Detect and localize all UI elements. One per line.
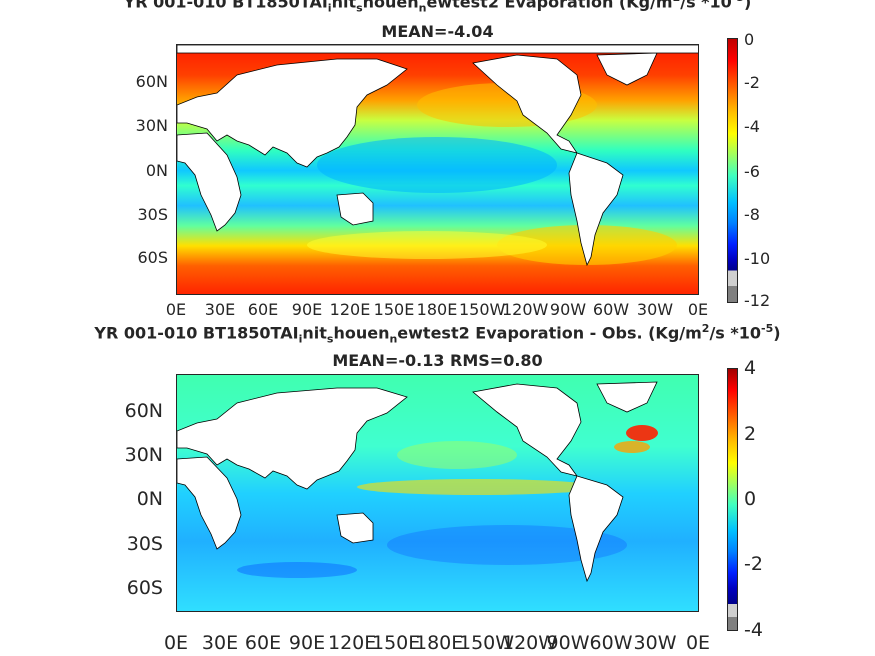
lat-label-30s: 30S (126, 533, 163, 555)
lat-label-60s: 60S (126, 577, 163, 599)
panel-stats: MEAN=-0.13 RMS=0.80 (332, 351, 543, 370)
lon-label: 90W (549, 300, 587, 319)
colorbar-tick-label: -2 (744, 73, 760, 92)
lon-label: 60E (244, 632, 282, 654)
lon-label: 30W (636, 300, 674, 319)
colorbar-tick-label: 0 (744, 488, 757, 510)
evaporation-bias-map (176, 374, 699, 612)
lat-label-30n: 30N (124, 444, 163, 466)
lon-label: 90E (288, 632, 326, 654)
lon-label: 120E (329, 300, 371, 319)
lon-label: 120W (502, 632, 558, 654)
colorbar-tick-label: 2 (744, 423, 757, 445)
land-masses (177, 381, 658, 583)
lon-label: 60W (592, 300, 630, 319)
lat-label-0n: 0N (145, 161, 168, 180)
land-masses (177, 45, 698, 267)
lon-label: 30E (204, 300, 236, 319)
colorbar-tick-label: -6 (744, 162, 760, 181)
lon-label: 0E (687, 300, 709, 319)
colorbar-tick-label: -4 (744, 619, 763, 641)
lat-label-60n: 60N (124, 400, 163, 422)
lat-label-60s: 60S (137, 248, 168, 267)
lon-label: 90E (291, 300, 323, 319)
map-field (177, 375, 698, 611)
colorbar (727, 38, 738, 303)
map-field (177, 45, 698, 294)
lon-label: 180E (415, 632, 464, 654)
lon-label: 30E (201, 632, 239, 654)
lon-label: 180E (416, 300, 458, 319)
lon-label: 60W (589, 632, 633, 654)
colorbar-tick-label: 4 (744, 357, 757, 379)
colorbar (727, 368, 738, 631)
lon-label: 60E (247, 300, 279, 319)
evaporation-map (176, 44, 699, 295)
colorbar-tick-label: -8 (744, 205, 760, 224)
lat-label-0n: 0N (136, 488, 163, 510)
lon-label: 90W (546, 632, 590, 654)
colorbar-tick-label: -10 (744, 249, 771, 268)
lat-label-30s: 30S (137, 205, 168, 224)
lon-label: 120W (502, 300, 549, 319)
lon-label: 0E (165, 300, 187, 319)
lon-label: 30W (633, 632, 677, 654)
panel-stats: MEAN=-4.04 (381, 22, 494, 41)
colorbar-tick-label: 0 (744, 30, 755, 49)
lon-label: 150W (459, 300, 506, 319)
colorbar-tick-label: -4 (744, 117, 760, 136)
colorbar-tick-label: -2 (744, 553, 763, 575)
lon-label: 0E (163, 632, 189, 654)
lon-label: 150W (459, 632, 515, 654)
lon-label: 120E (328, 632, 377, 654)
lat-label-30n: 30N (135, 116, 168, 135)
panel-title: YR 001-010 BT1850TAIinitshouennewtest2 E… (94, 322, 781, 346)
lon-label: 150E (373, 300, 415, 319)
lat-label-60n: 60N (135, 72, 168, 91)
panel-title: YR 001-010 BT1850TAIinitshouennewtest2 E… (123, 0, 752, 15)
lon-label: 150E (372, 632, 421, 654)
colorbar-tick-label: -12 (744, 291, 771, 310)
lon-label: 0E (685, 632, 711, 654)
